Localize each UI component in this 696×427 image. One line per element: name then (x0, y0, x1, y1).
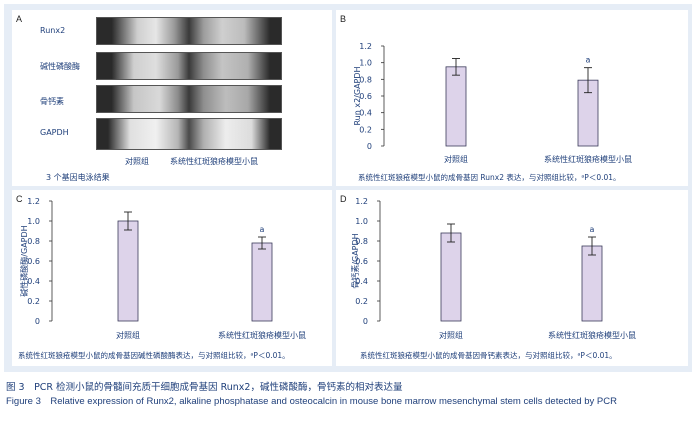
bar (445, 66, 467, 147)
figure-caption-en: Figure 3 Relative expression of Runx2, a… (6, 396, 617, 407)
y-axis-label: Run x2/GAPDH (353, 66, 362, 125)
gel-strip-alp (96, 52, 282, 80)
y-axis-label: 碱性磷酸酶/GAPDH (19, 225, 29, 296)
y-tick-label: 0 (35, 317, 40, 326)
y-tick-label: 0.2 (359, 125, 372, 134)
x-category-label: 系统性红斑狼疮模型小鼠 (218, 330, 306, 340)
bar (117, 220, 139, 322)
y-tick-label: 0.2 (355, 297, 368, 306)
gel-label-alp: 碱性磷酸酶 (40, 62, 80, 71)
y-tick-label: 0 (367, 142, 372, 151)
x-category-label: 系统性红斑狼疮模型小鼠 (548, 330, 636, 340)
bar (251, 242, 273, 322)
panel-c: C 0 0.2 0.4 0.6 0.8 1.0 1.2 碱性磷酸酶/GAPDH 对照组 a 系统性红… (12, 190, 332, 366)
y-tick-label: 0.8 (355, 237, 368, 246)
y-tick-label: 1.2 (355, 197, 368, 206)
x-category-label: 对照组 (439, 330, 463, 340)
y-tick-label: 0.6 (355, 257, 368, 266)
y-tick-label: 1.0 (27, 217, 40, 226)
y-tick-label: 0.4 (27, 277, 40, 286)
y-tick-label: 1.0 (359, 59, 372, 68)
gel-strip-gapdh (96, 118, 282, 150)
panel-c-letter: C (16, 194, 23, 204)
panel-d: D 0 0.2 0.4 0.6 0.8 1.0 1.2 骨钙素/GAPDH 对照组 a 系统性红斑狼… (336, 190, 688, 366)
y-tick-label: 1.2 (359, 42, 372, 51)
y-tick-label: 0.4 (359, 109, 372, 118)
gel-strip-osteocalcin (96, 85, 282, 113)
gel-label-runx2: Runx2 (40, 26, 66, 35)
panel-a-caption: 3 个基因电泳结果 (46, 173, 110, 182)
significance-label: a (590, 225, 595, 234)
x-category-label: 对照组 (444, 154, 468, 164)
chart-b: 0 0.2 0.4 0.6 0.8 1.0 1.2 Run x2/GAPDH 对照组 a 系统性红斑… (353, 42, 632, 164)
gel-label-gapdh: GAPDH (40, 128, 69, 137)
panel-c-caption: 系统性红斑狼疮模型小鼠的成骨基因碱性磷酸酶表达，与对照组比较，ᵃP＜0.01。 (18, 351, 290, 360)
gel-label-osteocalcin: 骨钙素 (40, 97, 64, 106)
panel-b-caption: 系统性红斑狼疮模型小鼠的成骨基因 Runx2 表达，与对照组比较，ᵃP＜0.01… (358, 173, 621, 182)
panel-d-caption: 系统性红斑狼疮模型小鼠的成骨基因骨钙素表达，与对照组比较，ᵃP＜0.01。 (360, 351, 617, 360)
panel-d-letter: D (340, 194, 347, 204)
y-tick-label: 0.6 (359, 92, 372, 101)
y-tick-label: 0 (363, 317, 368, 326)
gel-strip-runx2 (96, 17, 282, 45)
y-tick-label: 0.6 (27, 257, 40, 266)
panel-b: B 0 0.2 0.4 0.6 0.8 1.0 1.2 Run x2/GAPDH 对照组 a 系统性… (336, 10, 688, 186)
x-category-label: 系统性红斑狼疮模型小鼠 (544, 154, 632, 164)
y-tick-label: 1.0 (355, 217, 368, 226)
y-tick-label: 0.4 (355, 277, 368, 286)
panel-b-letter: B (340, 14, 347, 24)
significance-label: a (586, 56, 591, 65)
y-tick-label: 0.8 (27, 237, 40, 246)
x-category-label: 对照组 (116, 330, 140, 340)
lane-label-control: 对照组 (125, 157, 149, 166)
panel-a-letter: A (16, 14, 23, 24)
panel-a: A Runx2 碱性磷酸酶 骨钙素 GAPDH 对照组 系统性红斑狼疮模型小鼠 … (12, 10, 332, 186)
y-tick-label: 0.8 (359, 75, 372, 84)
y-axis-label: 骨钙素/GAPDH (350, 233, 360, 288)
chart-d: 0 0.2 0.4 0.6 0.8 1.0 1.2 骨钙素/GAPDH 对照组 a 系统性红斑狼疮模… (350, 197, 636, 340)
y-tick-label: 0.2 (27, 297, 40, 306)
figure-caption-zh: 图 3 PCR 检测小鼠的骨髓间充质干细胞成骨基因 Runx2，碱性磷酸酶，骨钙… (6, 382, 403, 393)
significance-label: a (260, 225, 265, 234)
bar (440, 232, 462, 322)
lane-label-sle: 系统性红斑狼疮模型小鼠 (170, 157, 258, 166)
y-tick-label: 1.2 (27, 197, 40, 206)
chart-c: 0 0.2 0.4 0.6 0.8 1.0 1.2 碱性磷酸酶/GAPDH 对照组 a 系统性红斑狼… (19, 197, 306, 340)
bar (581, 245, 603, 322)
